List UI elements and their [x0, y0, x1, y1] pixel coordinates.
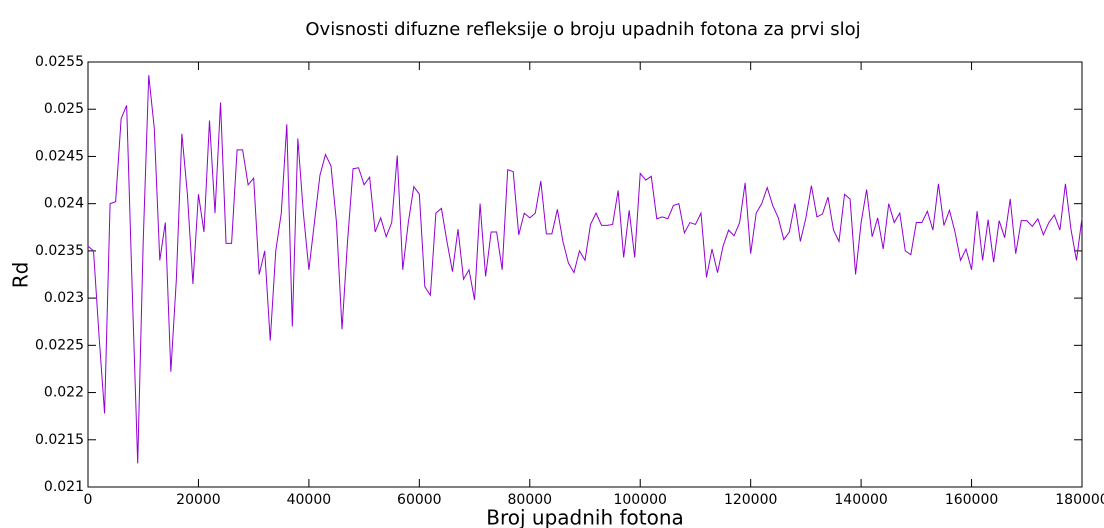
x-tick-label: 100000	[613, 492, 666, 508]
y-tick-label: 0.0255	[35, 54, 84, 70]
x-tick-label: 60000	[397, 492, 442, 508]
x-tick-label: 120000	[724, 492, 777, 508]
x-tick-label: 180000	[1055, 492, 1104, 508]
y-axis-label: Rd	[9, 262, 33, 289]
x-axis-label: Broj upadnih fotona	[486, 506, 684, 528]
y-tick-label: 0.0215	[35, 432, 84, 448]
plot-border	[87, 61, 1083, 488]
y-tick-label: 0.024	[44, 196, 84, 212]
y-tick-label: 0.023	[44, 290, 84, 306]
y-tick-label: 0.022	[44, 385, 84, 401]
data-line	[87, 75, 1083, 464]
x-tick-label: 0	[84, 492, 93, 508]
chart-title: Ovisnosti difuzne refleksije o broju upa…	[305, 19, 860, 40]
x-tick-label: 140000	[834, 492, 887, 508]
y-tick-label: 0.021	[44, 479, 84, 495]
x-tick-label: 40000	[287, 492, 332, 508]
x-tick-label: 160000	[945, 492, 998, 508]
y-tick-label: 0.0225	[35, 337, 84, 353]
y-tick-label: 0.0235	[35, 243, 84, 259]
x-tick-label: 80000	[508, 492, 553, 508]
y-tick-label: 0.0245	[35, 148, 84, 164]
x-tick-label: 20000	[176, 492, 221, 508]
y-tick-label: 0.025	[44, 101, 84, 117]
